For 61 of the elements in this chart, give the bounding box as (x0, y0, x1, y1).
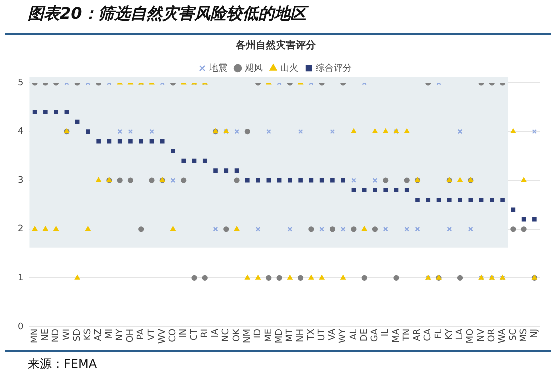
x-tick-label: FL (434, 328, 444, 340)
x-tick-label: AR (413, 328, 424, 342)
legend-label: 山火 (280, 62, 298, 74)
chart-subtitle: 各州自然灾害评分 (235, 40, 317, 52)
y-tick-label: 4 (18, 127, 24, 138)
x-tick-label: NY (115, 328, 126, 342)
x-tick-label: OH (126, 328, 136, 343)
y-tick-label: 2 (18, 224, 24, 235)
x-tick-label: NV (476, 328, 487, 342)
source-note: 来源：FEMA (28, 356, 98, 373)
x-tick-label: KS (84, 328, 94, 341)
x-tick-label: MS (519, 328, 530, 342)
x-tick-label: MA (392, 328, 402, 343)
x-tick-label: SD (72, 328, 83, 342)
x-tick-label: CT (190, 328, 200, 341)
x-tick-label: WI (62, 328, 72, 341)
legend-label: 地震 (208, 62, 228, 74)
y-tick-label: 0 (18, 322, 24, 332)
x-tick-label: GA (370, 328, 381, 342)
x-tick-label: ID (254, 328, 264, 339)
x-tick-label: MT (286, 328, 296, 342)
x-tick-label: IN (179, 328, 190, 338)
x-tick-label: NC (222, 328, 232, 342)
x-tick-label: KY (444, 328, 455, 340)
x-tick-label: LA (456, 328, 466, 340)
x-tick-label: CA (424, 328, 434, 342)
x-tick-label: NM (243, 328, 253, 344)
x-tick-label: UT (317, 328, 328, 342)
x-tick-label: OR (488, 328, 498, 342)
x-tick-label: WV (158, 328, 168, 344)
x-tick-label: MN (30, 328, 40, 344)
x-tick-label: RI (200, 328, 210, 338)
x-tick-label: NH (296, 328, 306, 342)
y-tick-label: 1 (18, 274, 24, 284)
x-tick-label: VT (147, 328, 158, 341)
x-tick-label: IA (211, 328, 222, 338)
legend-label: 飓风 (245, 62, 263, 74)
x-tick-label: VA (328, 328, 338, 341)
x-tick-label: NE (41, 328, 52, 342)
x-tick-label: DE (360, 328, 370, 342)
y-tick-label: 3 (18, 176, 24, 186)
x-tick-label: NJ (530, 328, 540, 338)
x-tick-label: OK (232, 328, 242, 342)
y-tick-label: 5 (18, 78, 24, 88)
x-tick-label: AZ (94, 328, 104, 342)
x-tick-label: WY (338, 328, 349, 344)
x-tick-label: ND (52, 328, 62, 343)
x-tick-label: CO (168, 328, 179, 342)
x-tick-label: TX (306, 328, 317, 342)
x-tick-label: TN (402, 328, 412, 342)
x-tick-label: IL (381, 328, 392, 337)
chart-title: 图表20：筛选自然灾害风险较低的地区 (28, 4, 306, 25)
x-tick-label: ME (264, 328, 274, 342)
x-tick-label: AL (349, 328, 360, 340)
x-tick-label: SC (508, 328, 519, 341)
x-tick-label: MO (466, 328, 476, 344)
x-tick-label: WA (498, 328, 508, 344)
legend-label: 综合评分 (316, 62, 352, 74)
x-tick-label: MD (274, 328, 285, 344)
x-tick-label: PA (136, 328, 147, 340)
x-tick-label: MI (104, 328, 115, 340)
